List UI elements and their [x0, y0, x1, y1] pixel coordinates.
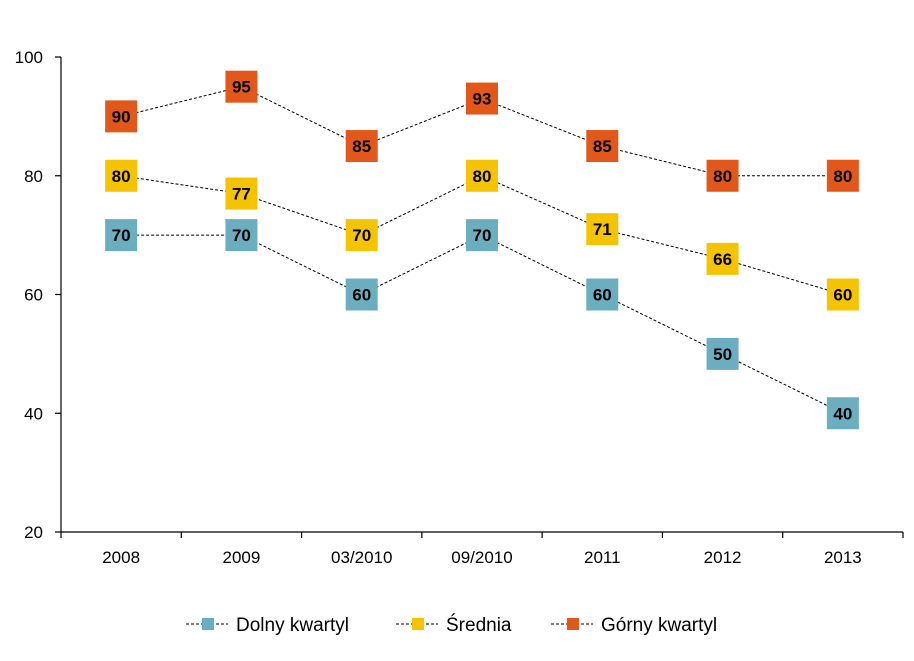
data-point-marker [706, 242, 739, 275]
data-point-marker [466, 159, 498, 192]
axes: 20 40 60 80 100 2008 2009 03/2010 09/2010 2011 201… [15, 48, 904, 567]
legend-swatch [202, 618, 214, 630]
data-point-marker [466, 219, 498, 252]
data-markers: 70 70 60 70 60 50 40 80 77 70 80 71 66 60 90 95 85 93 85 80… [105, 70, 859, 430]
legend-label: Średnia [446, 614, 512, 636]
data-point-marker [225, 70, 258, 103]
data-label: 85 [352, 137, 371, 156]
data-label: 77 [232, 185, 251, 204]
y-tick-label: 40 [24, 404, 43, 423]
y-tick-label: 100 [15, 48, 43, 67]
data-label: 66 [713, 250, 732, 269]
data-label: 50 [713, 345, 732, 364]
data-point-marker [586, 213, 619, 246]
x-tick-label: 03/2010 [331, 548, 392, 567]
legend-label: Górny kwartyl [601, 615, 717, 636]
data-point-marker [466, 82, 498, 115]
data-point-marker [105, 100, 138, 133]
data-label: 95 [232, 78, 251, 97]
legend-swatch [567, 618, 579, 630]
data-point-marker [105, 219, 138, 252]
data-label: 60 [352, 286, 371, 305]
x-tick-label: 2009 [223, 548, 261, 567]
x-tick-label: 2013 [824, 548, 862, 567]
data-point-marker [826, 278, 859, 311]
y-tick-label: 80 [24, 167, 43, 186]
data-point-marker [586, 130, 619, 163]
x-tick-label: 2011 [584, 548, 621, 567]
data-point-marker [345, 278, 378, 311]
data-label: 80 [473, 167, 492, 186]
data-label: 70 [112, 226, 131, 245]
data-label: 40 [833, 404, 852, 423]
data-point-marker [225, 177, 258, 210]
data-label: 70 [232, 226, 251, 245]
data-label: 90 [112, 107, 131, 126]
y-tick-label: 60 [24, 286, 43, 305]
x-tick-label: 09/2010 [451, 548, 512, 567]
data-point-marker [826, 397, 859, 430]
data-point-marker [105, 159, 138, 192]
data-label: 70 [352, 226, 371, 245]
data-point-marker [706, 159, 739, 192]
data-label: 80 [112, 167, 131, 186]
data-label: 71 [593, 220, 612, 239]
y-tick-label: 20 [24, 523, 43, 542]
data-label: 93 [473, 90, 492, 109]
data-label: 70 [473, 226, 492, 245]
data-point-marker [345, 130, 378, 163]
legend: Dolny kwartyl Średnia Górny kwartyl [186, 614, 717, 636]
data-point-marker [345, 219, 378, 252]
data-label: 80 [713, 167, 732, 186]
data-label: 80 [833, 167, 852, 186]
x-tick-label: 2008 [102, 548, 140, 567]
data-label: 60 [593, 286, 612, 305]
legend-label: Dolny kwartyl [236, 615, 349, 636]
data-label: 60 [833, 286, 852, 305]
data-point-marker [225, 219, 258, 252]
data-point-marker [586, 278, 619, 311]
data-label: 85 [593, 137, 612, 156]
legend-swatch [412, 618, 424, 630]
data-point-marker [826, 159, 859, 192]
x-tick-label: 2012 [704, 548, 742, 567]
data-point-marker [706, 337, 739, 370]
